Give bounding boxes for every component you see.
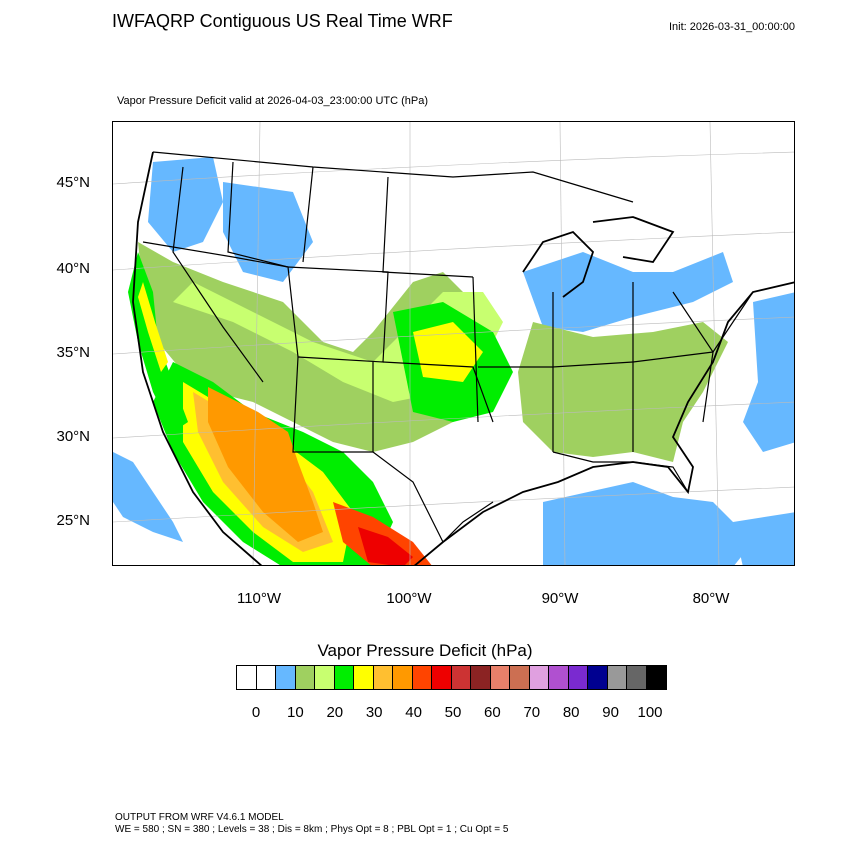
- california-yellow: [138, 282, 168, 372]
- colorbar-cell: [354, 666, 374, 689]
- colorbar-cell: [471, 666, 491, 689]
- model-info-line2: WE = 580 ; SN = 380 ; Levels = 38 ; Dis …: [115, 824, 509, 835]
- caribbean-low-vpd-area: [733, 512, 794, 565]
- southeast-green-area: [518, 322, 728, 462]
- colorbar-cell: [237, 666, 257, 689]
- colorbar-cell: [568, 666, 588, 689]
- colorbar-cell: [607, 666, 627, 689]
- colorbar-cell: [412, 666, 432, 689]
- colorbar-cell: [510, 666, 530, 689]
- mexico-red-area: [358, 527, 413, 565]
- great-lakes-low-vpd: [523, 252, 733, 332]
- state-boundaries: [142, 151, 754, 544]
- colorbar-cell: [393, 666, 413, 689]
- colorbar: [236, 665, 667, 690]
- map-panel: [112, 121, 795, 566]
- lon-label-80w: 80°W: [692, 590, 730, 607]
- colorbar-cell: [490, 666, 510, 689]
- colorbar-tick-label: 70: [523, 704, 541, 721]
- colorbar-cell: [549, 666, 569, 689]
- plot-title: IWFAQRP Contiguous US Real Time WRF: [112, 11, 453, 31]
- colorbar-cell: [276, 666, 296, 689]
- colorbar-cell: [295, 666, 315, 689]
- lon-label-100w: 100°W: [386, 590, 432, 607]
- model-info-line1: OUTPUT FROM WRF V4.6.1 MODEL: [115, 812, 284, 823]
- colorbar-cell: [432, 666, 452, 689]
- field-description: Vapor Pressure Deficit valid at 2026-04-…: [117, 95, 429, 107]
- colorbar-cell: [588, 666, 608, 689]
- atlantic-low-vpd-area: [743, 292, 794, 452]
- lat-label-30n: 30°N: [56, 428, 90, 445]
- colorbar-title: Vapor Pressure Deficit (hPa): [317, 641, 533, 660]
- colorbar-cell: [373, 666, 393, 689]
- graticule: [113, 122, 794, 565]
- colorbar-tick-label: 10: [287, 704, 304, 721]
- colorbar-cell: [529, 666, 549, 689]
- map-canvas: [113, 122, 794, 565]
- colorbar-cell: [451, 666, 471, 689]
- gulf-low-vpd-area: [543, 482, 753, 565]
- lat-label-25n: 25°N: [56, 512, 90, 529]
- lat-label-40n: 40°N: [56, 260, 90, 277]
- colorbar-cell: [627, 666, 647, 689]
- coastlines: [132, 151, 794, 565]
- colorbar-tick-label: 50: [444, 704, 462, 721]
- lat-label-35n: 35°N: [56, 344, 90, 361]
- pacific-low-vpd-area: [113, 452, 183, 542]
- colorbar-tick-label: 80: [562, 704, 580, 721]
- lon-label-90w: 90°W: [541, 590, 579, 607]
- lon-label-110w: 110°W: [236, 590, 282, 607]
- colorbar-cell: [334, 666, 354, 689]
- colorbar-tick-label: 30: [365, 704, 383, 721]
- colorbar-tick-label: 40: [405, 704, 422, 721]
- colorbar-tick-label: 20: [326, 704, 344, 721]
- southwest-orange-area: [208, 387, 323, 542]
- mexico-red-orange-area: [333, 502, 432, 565]
- colorbar-tick-label: 90: [602, 704, 619, 721]
- colorbar-tick-label: 100: [637, 704, 663, 721]
- colorbar-tick-label: 60: [484, 704, 501, 721]
- init-time-label: Init: 2026-03-31_00:00:00: [669, 21, 795, 33]
- colorbar-tick-label: 0: [251, 704, 261, 721]
- rockies-low-vpd: [223, 182, 313, 282]
- colorbar-cell: [646, 666, 666, 689]
- lat-label-45n: 45°N: [56, 174, 90, 191]
- colorbar-cell: [315, 666, 335, 689]
- colorbar-cell: [256, 666, 276, 689]
